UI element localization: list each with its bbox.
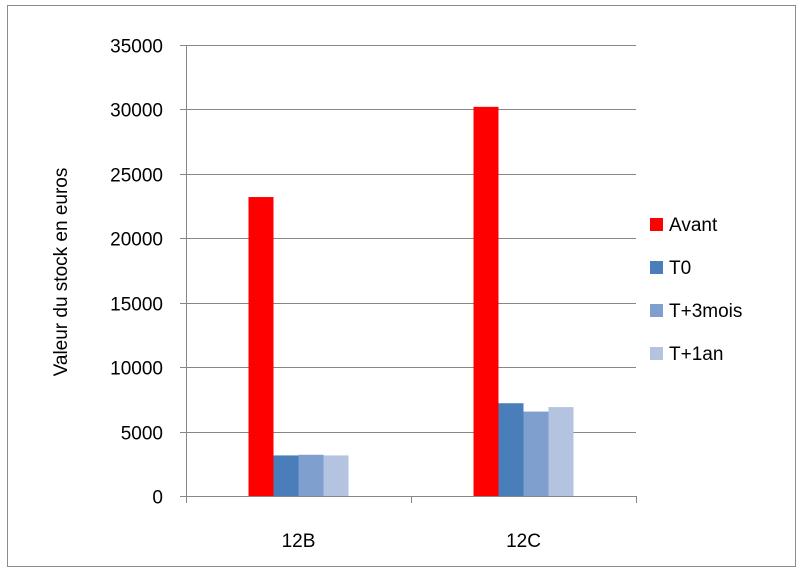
y-tick-label: 25000 [110, 166, 163, 187]
y-tick-label: 5000 [121, 424, 163, 445]
y-axis-title: Valeur du stock en euros [51, 168, 72, 377]
chart-frame [7, 5, 796, 567]
y-tick-label: 10000 [110, 359, 163, 380]
x-tick-label: 12B [282, 531, 316, 552]
bar-t-1an-12c [548, 407, 574, 496]
y-tick-label: 30000 [110, 101, 163, 122]
tick-labels: 0 5000 10000 15000 20000 25000 30000 35000 12B 12… [110, 37, 541, 553]
legend-swatch [650, 347, 663, 360]
bar-t-3mois-12b [298, 454, 324, 496]
legend: Avant T0 T+3mois T+1an [650, 215, 742, 365]
bar-t-3mois-12c [523, 411, 549, 496]
legend-label: Avant [669, 215, 718, 236]
legend-swatch [650, 304, 663, 317]
y-tick-label: 15000 [110, 295, 163, 316]
bar-t-1an-12b [323, 455, 349, 496]
y-tick-label: 0 [152, 488, 163, 509]
bar-avant-12c [473, 106, 499, 496]
legend-label: T0 [669, 258, 691, 279]
bars [248, 106, 574, 496]
bar-avant-12b [248, 197, 274, 496]
y-tick-label: 35000 [110, 37, 163, 58]
legend-swatch [650, 261, 663, 274]
y-tick-label: 20000 [110, 230, 163, 251]
legend-label: T+3mois [669, 301, 742, 322]
axes [180, 45, 637, 503]
bar-t0-12b [273, 455, 299, 496]
legend-swatch [650, 218, 663, 231]
x-tick-label: 12C [506, 531, 541, 552]
legend-label: T+1an [669, 344, 723, 365]
bar-t0-12c [498, 403, 524, 496]
